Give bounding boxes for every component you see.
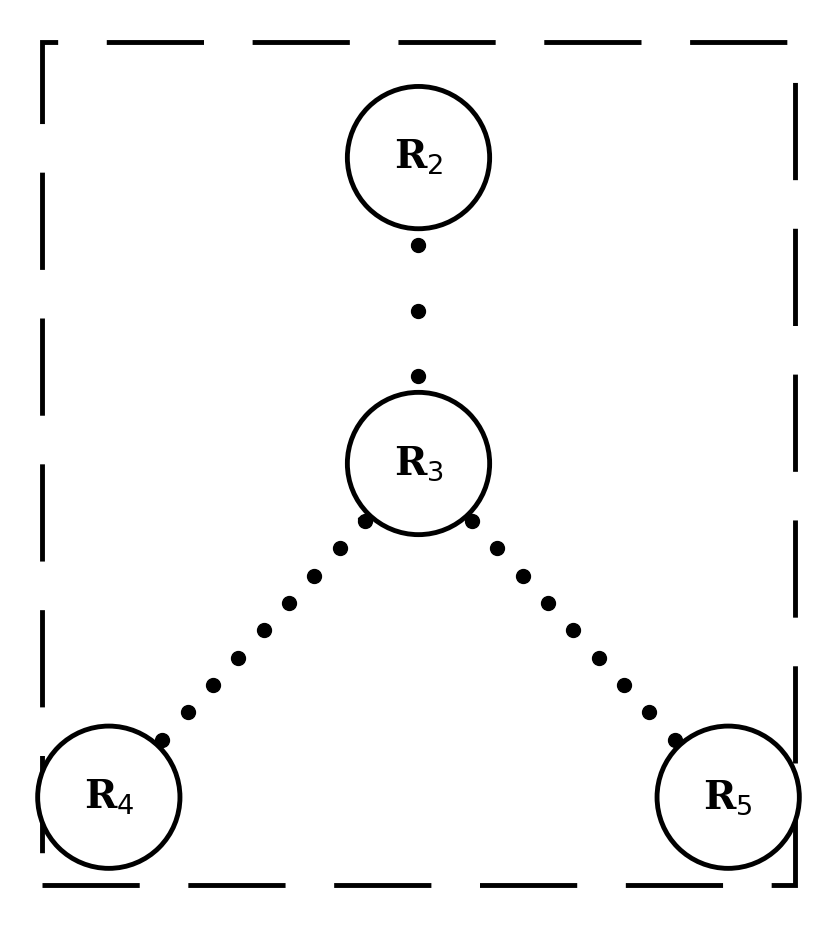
Ellipse shape [347,392,489,535]
Text: R$_4$: R$_4$ [84,778,134,817]
Ellipse shape [656,726,798,869]
Text: R$_2$: R$_2$ [394,138,442,177]
Ellipse shape [38,726,180,869]
Ellipse shape [347,86,489,229]
Text: R$_5$: R$_5$ [702,778,752,817]
Text: R$_3$: R$_3$ [393,444,443,483]
